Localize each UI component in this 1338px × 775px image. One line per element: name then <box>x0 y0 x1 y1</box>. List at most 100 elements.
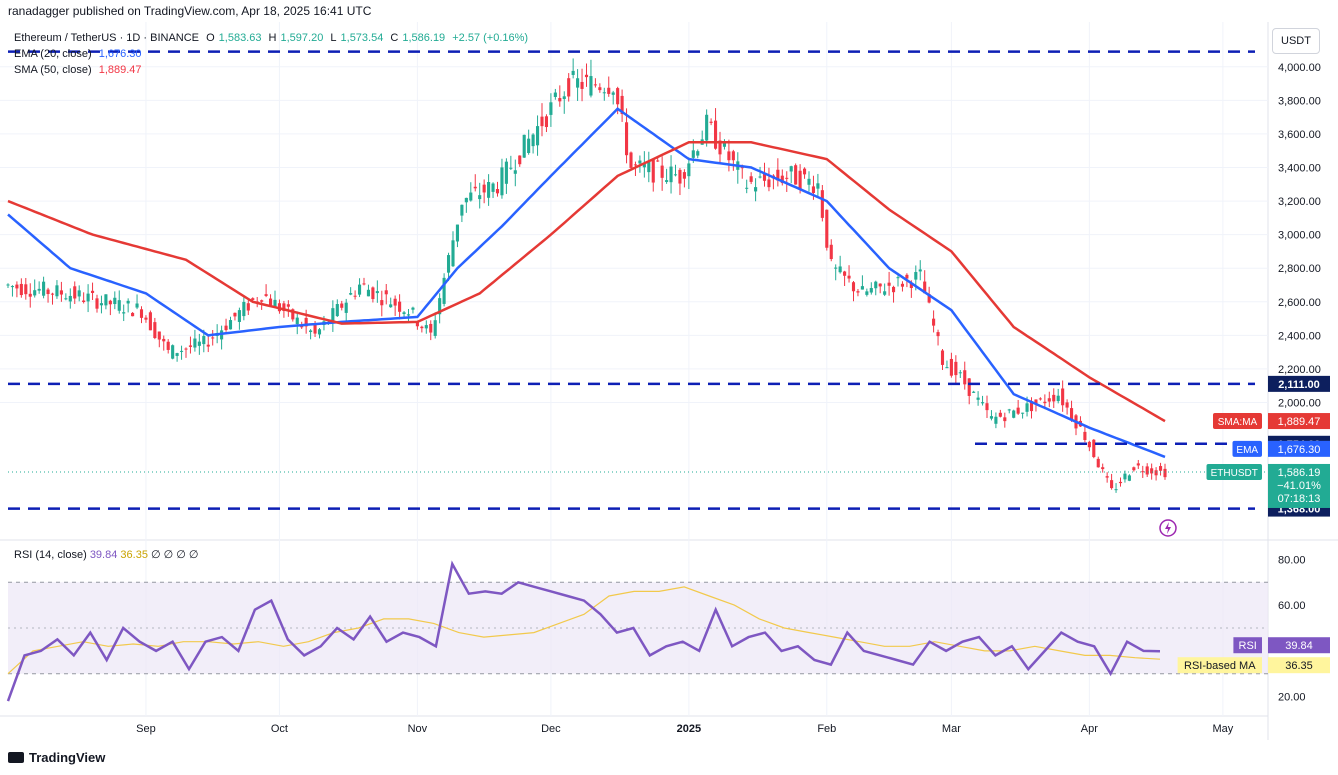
candle-body <box>99 303 104 306</box>
symbol-title[interactable]: Ethereum / TetherUS · 1D · BINANCE <box>14 32 200 44</box>
candle-body <box>482 184 486 193</box>
price-tag-name-bg <box>1232 440 1262 457</box>
author-name[interactable]: ranadagger <box>8 4 70 18</box>
candle-body <box>976 397 980 400</box>
candle-body <box>246 303 250 311</box>
candle-body <box>15 284 19 289</box>
candle-body <box>273 299 277 307</box>
currency-button[interactable]: USDT <box>1272 28 1320 54</box>
candle-body <box>82 300 86 302</box>
rsi-ma-line <box>7 586 1161 675</box>
candle-body <box>980 402 985 404</box>
price-tick-label: 3,800.00 <box>1278 95 1321 107</box>
candle-body <box>883 291 887 295</box>
candle-body <box>771 175 775 179</box>
candle-body <box>731 151 735 161</box>
level-tag-bg <box>1268 375 1330 392</box>
candle-body <box>767 179 771 188</box>
symbol-row: Ethereum / TetherUS · 1D · BINANCE O 1,58… <box>14 30 532 46</box>
candle-body <box>1163 468 1167 478</box>
candle-body <box>157 331 161 340</box>
candle-body <box>331 308 335 323</box>
candle-body <box>122 312 126 314</box>
candle-body <box>1007 409 1011 411</box>
candle-body <box>326 322 330 324</box>
candle-body <box>59 290 63 295</box>
candle-body <box>33 290 37 296</box>
price-tag-value-bg <box>1268 413 1330 430</box>
time-tick-label: Dec <box>541 723 561 735</box>
time-tick-label: Mar <box>942 723 961 735</box>
candle-body <box>553 92 557 97</box>
candle-body <box>589 76 593 96</box>
time-tick-label: Sep <box>136 723 156 735</box>
candle-body <box>985 403 989 411</box>
candle-body <box>535 126 540 146</box>
candle-body <box>967 378 971 396</box>
candle-body <box>460 204 464 216</box>
price-tag-name-bg <box>1213 413 1262 430</box>
candle-body <box>406 314 411 316</box>
price-tag-change: −41.01% <box>1277 480 1321 492</box>
candle-body <box>651 159 655 183</box>
candle-body <box>90 290 95 293</box>
candle-body <box>438 298 442 315</box>
price-tick-label: 2,400.00 <box>1278 330 1321 342</box>
candle-body <box>718 140 722 155</box>
candle-body <box>215 333 219 336</box>
candle-body <box>1158 466 1163 471</box>
candle-body <box>500 167 504 196</box>
candle-body <box>665 180 669 182</box>
candle-body <box>1145 466 1149 475</box>
candle-body <box>1105 476 1109 478</box>
candle-body <box>878 283 882 287</box>
candle-body <box>402 312 406 315</box>
candle-body <box>923 281 927 294</box>
candle-body <box>776 169 780 181</box>
candle-body <box>896 277 900 279</box>
candle-body <box>322 321 326 326</box>
candle-body <box>1127 475 1131 481</box>
candle-body <box>344 302 348 313</box>
candle-body <box>847 275 851 279</box>
candle-body <box>398 301 402 312</box>
high-label: H <box>268 32 277 44</box>
candle-body <box>251 298 255 300</box>
level-tag-label: 1,368.00 <box>1278 504 1321 516</box>
candle-body <box>77 290 81 297</box>
ema-row[interactable]: EMA (20, close) 1,676.30 <box>14 46 532 62</box>
candle-body <box>469 192 473 201</box>
rsi-band <box>8 582 1268 674</box>
candle-body <box>268 298 273 306</box>
candle-body <box>602 92 606 94</box>
candle-body <box>989 416 994 419</box>
alert-icon[interactable] <box>1159 519 1177 537</box>
candle-body <box>647 162 651 173</box>
candle-body <box>24 284 28 295</box>
candle-body <box>491 183 495 192</box>
candle-body <box>42 281 46 296</box>
rsi-ma-value: 36.35 <box>120 549 148 561</box>
candle-body <box>28 293 32 297</box>
candle-body <box>825 209 829 248</box>
candle-body <box>451 240 455 267</box>
time-tick-label: Nov <box>408 723 428 735</box>
candle-body <box>291 309 295 320</box>
ema-label: EMA (20, close) <box>14 48 92 60</box>
candle-body <box>1110 480 1114 489</box>
close-value: 1,586.19 <box>402 32 446 44</box>
candle-body <box>1065 402 1069 408</box>
rsi-tag-name-bg <box>1233 637 1262 654</box>
sma-row[interactable]: SMA (50, close) 1,889.47 <box>14 62 532 78</box>
candle-body <box>504 161 508 184</box>
candle-body <box>522 134 526 158</box>
candle-body <box>1029 401 1034 412</box>
rsi-label[interactable]: RSI (14, close) <box>14 549 87 561</box>
candle-body <box>642 164 646 168</box>
tradingview-logo[interactable]: TradingView <box>8 750 105 765</box>
time-tick-label: Oct <box>271 723 288 735</box>
candle-body <box>442 277 446 304</box>
price-tick-label: 4,000.00 <box>1278 62 1321 74</box>
candle-body <box>446 255 451 273</box>
